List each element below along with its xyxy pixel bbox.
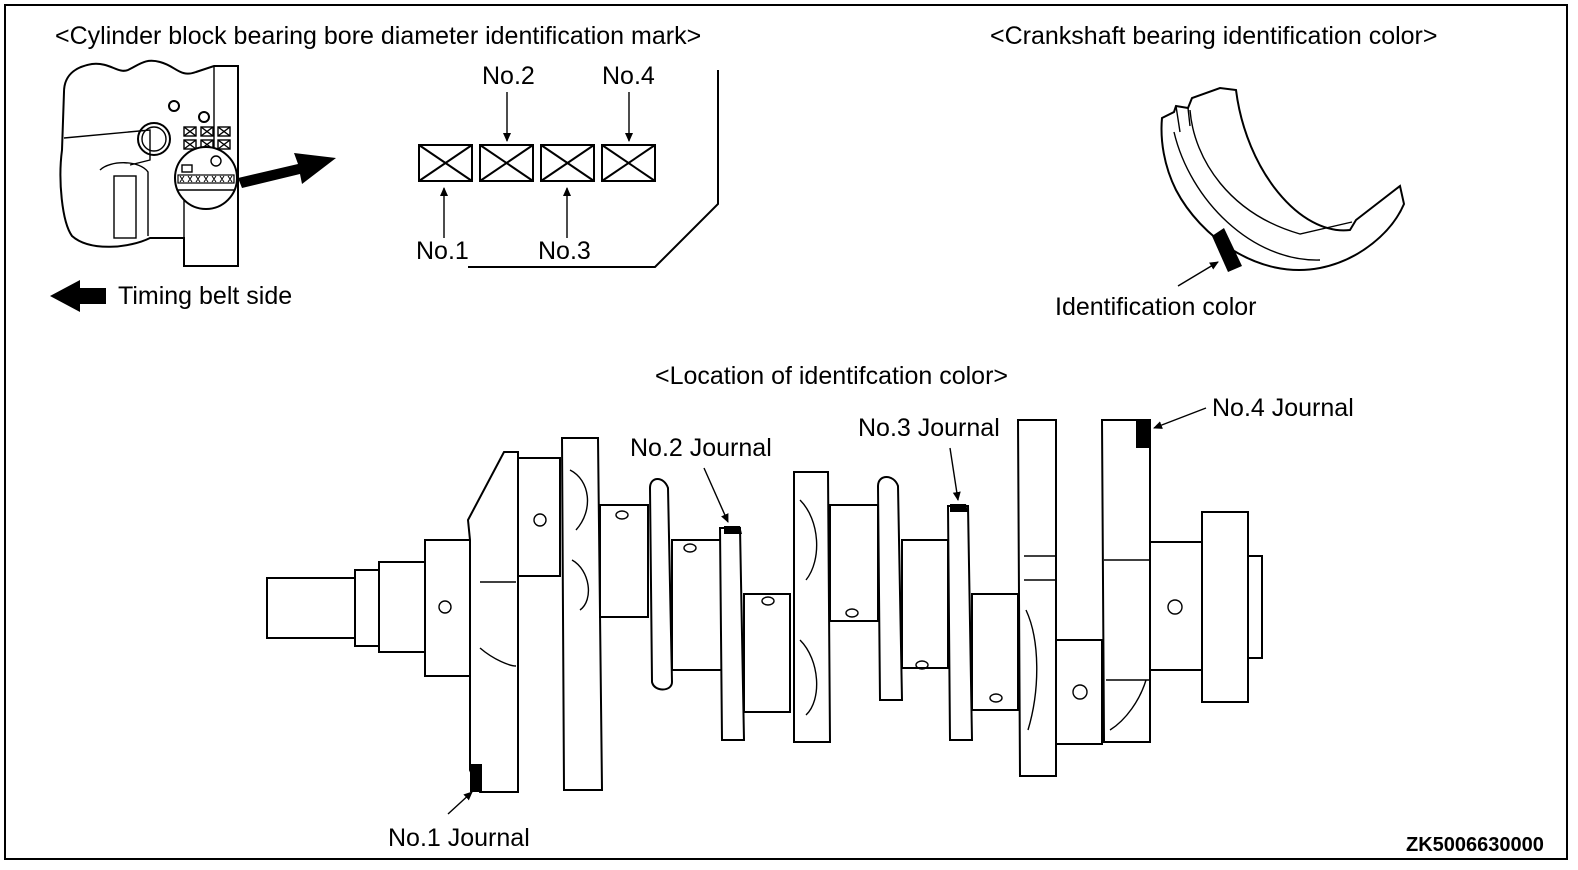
bearing-shell [1160,86,1406,287]
bore-mark-4 [601,144,656,182]
figure-code: ZK5006630000 [1406,834,1544,856]
figure-frame [4,4,1568,860]
journal-label-3: No.3 Journal [858,414,1000,442]
cylinder-block-heading: <Cylinder block bearing bore diameter id… [55,22,701,50]
journal-arrow-4 [1153,407,1207,429]
bore-marks [418,144,656,182]
bore-mark-3 [540,144,595,182]
location-heading: <Location of identifcation color> [655,362,1008,390]
bore-label-4: No.4 [602,62,655,90]
bore-mark-2 [479,144,534,182]
bore-mark-1 [418,144,473,182]
bore-label-1: No.1 [416,237,469,265]
cylinder-block-illustration [59,59,336,267]
journal-arrow-2 [703,467,729,523]
journal-label-4: No.4 Journal [1212,394,1354,422]
crankshaft-bearing-heading: <Crankshaft bearing identification color… [990,22,1438,50]
journal-arrow-1 [447,791,473,815]
journal-arrow-3 [949,447,961,501]
timing-belt-arrow-icon [50,280,106,312]
crankshaft [266,419,1263,793]
journal-label-2: No.2 Journal [630,434,772,462]
bore-panel-frame [468,70,719,268]
journal-label-1: No.1 Journal [388,824,530,852]
bore-label-3: No.3 [538,237,591,265]
bearing-callout-label: Identification color [1055,293,1257,321]
bore-label-2: No.2 [482,62,535,90]
timing-belt-label: Timing belt side [118,282,292,310]
